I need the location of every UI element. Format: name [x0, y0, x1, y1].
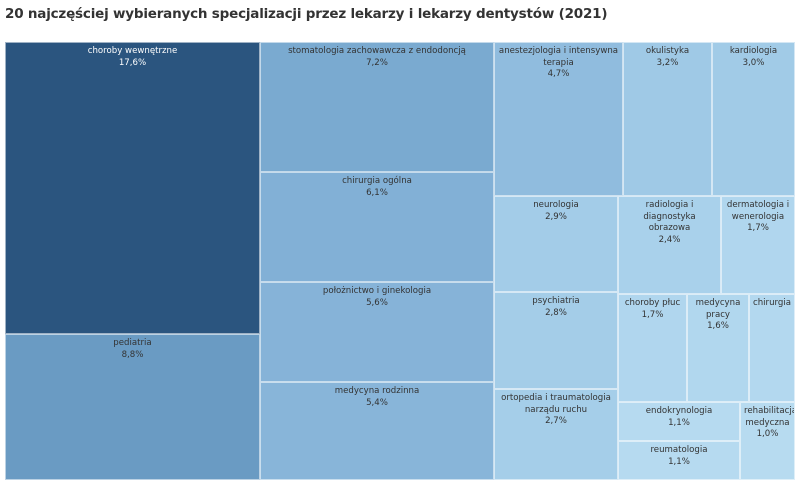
cell-label: dermatologia i wenerologia — [726, 200, 790, 222]
treemap-cell-ortopedia-i-traumatologia-narzadu-ruchu[interactable]: ortopedia i traumatologia narządu ruchu 2… — [494, 389, 618, 480]
treemap-cell-medycyna-pracy[interactable]: medycyna pracy 1,6% — [687, 294, 749, 402]
cell-label: choroby płuc — [624, 298, 681, 308]
cell-value: 1,6% — [707, 321, 729, 331]
cell-value: 5,4% — [366, 397, 388, 408]
cell-value: 1,0% — [756, 429, 779, 439]
cell-value: 3,0% — [742, 57, 765, 68]
cell-label: pediatria — [113, 338, 152, 348]
cell-label: kardiologia — [729, 46, 778, 56]
cell-value: 1,7% — [747, 223, 769, 233]
cell-value: 17,6% — [118, 57, 147, 68]
treemap-cell-stomatologia-zachowawcza-z-endodoncja[interactable]: stomatologia zachowawcza z endodoncją 7,2… — [260, 42, 494, 172]
treemap-cell-choroby-pluc[interactable]: choroby płuc 1,7% — [618, 294, 687, 402]
cell-label: chirurgia ogólna — [342, 176, 412, 186]
cell-value: 1,7% — [641, 309, 664, 320]
cell-value: 3,2% — [656, 57, 679, 68]
cell-label: położnictwo i ginekologia — [322, 286, 432, 296]
cell-value: 5,6% — [366, 297, 388, 308]
treemap-cell-kardiologia[interactable]: kardiologia 3,0% — [712, 42, 795, 196]
treemap-cell-medycyna-rodzinna[interactable]: medycyna rodzinna 5,4% — [260, 382, 494, 480]
cell-label: ortopedia i traumatologia narządu ruchu — [501, 393, 611, 415]
cell-label: medycyna rodzinna — [334, 386, 420, 396]
cell-label: medycyna pracy — [695, 298, 741, 320]
cell-value: 2,8% — [545, 307, 567, 318]
cell-label: rehabilitacja medyczna — [744, 406, 795, 428]
cell-value: 2,4% — [658, 234, 681, 245]
cell-value: 8,8% — [121, 349, 144, 360]
cell-label: psychiatria — [532, 296, 580, 306]
treemap: choroby wewnętrzne 17,6% pediatria 8,8% stom… — [5, 42, 795, 480]
cell-label: neurologia — [533, 200, 579, 210]
cell-label: okulistyka — [645, 46, 690, 56]
cell-value: 2,9% — [545, 211, 567, 222]
treemap-cell-endokrynologia[interactable]: endokrynologia 1,1% — [618, 402, 740, 441]
treemap-cell-chirurgia-ogolna[interactable]: chirurgia ogólna 6,1% — [260, 172, 494, 282]
cell-label: choroby wewnętrzne — [87, 46, 178, 56]
treemap-cell-anestezjologia-i-intensywna-terapia[interactable]: anestezjologia i intensywna terapia 4,7% — [494, 42, 623, 196]
cell-label: anestezjologia i intensywna terapia — [498, 46, 619, 68]
cell-label: stomatologia zachowawcza z endodoncją — [288, 46, 466, 56]
treemap-cell-reumatologia[interactable]: reumatologia 1,1% — [618, 441, 740, 480]
cell-label: chirurgia — [753, 298, 792, 308]
treemap-cell-pediatria[interactable]: pediatria 8,8% — [5, 334, 260, 480]
chart-title: 20 najczęściej wybieranych specjalizacji… — [5, 6, 608, 22]
cell-value: 1,1% — [668, 456, 690, 467]
treemap-cell-dermatologia-i-wenerologia[interactable]: dermatologia i wenerologia 1,7% — [721, 196, 795, 294]
cell-value: 4,7% — [547, 69, 570, 79]
cell-label: radiologia i diagnostyka obrazowa — [643, 200, 696, 233]
cell-value: 1,1% — [668, 417, 690, 428]
treemap-cell-rehabilitacja-medyczna[interactable]: rehabilitacja medyczna 1,0% — [740, 402, 795, 480]
treemap-cell-radiologia-i-diagnostyka-obrazowa[interactable]: radiologia i diagnostyka obrazowa 2,4% — [618, 196, 721, 294]
cell-value: 2,7% — [545, 416, 567, 426]
treemap-cell-choroby-wewnetrzne[interactable]: choroby wewnętrzne 17,6% — [5, 42, 260, 334]
cell-value: 6,1% — [366, 187, 388, 198]
treemap-cell-poloznictwo-i-ginekologia[interactable]: położnictwo i ginekologia 5,6% — [260, 282, 494, 382]
treemap-cell-chirurgia[interactable]: chirurgia — [749, 294, 795, 402]
treemap-cell-psychiatria[interactable]: psychiatria 2,8% — [494, 292, 618, 389]
cell-label: reumatologia — [650, 445, 708, 455]
cell-value: 7,2% — [366, 57, 388, 68]
treemap-cell-neurologia[interactable]: neurologia 2,9% — [494, 196, 618, 292]
treemap-cell-okulistyka[interactable]: okulistyka 3,2% — [623, 42, 712, 196]
cell-label: endokrynologia — [645, 406, 713, 416]
